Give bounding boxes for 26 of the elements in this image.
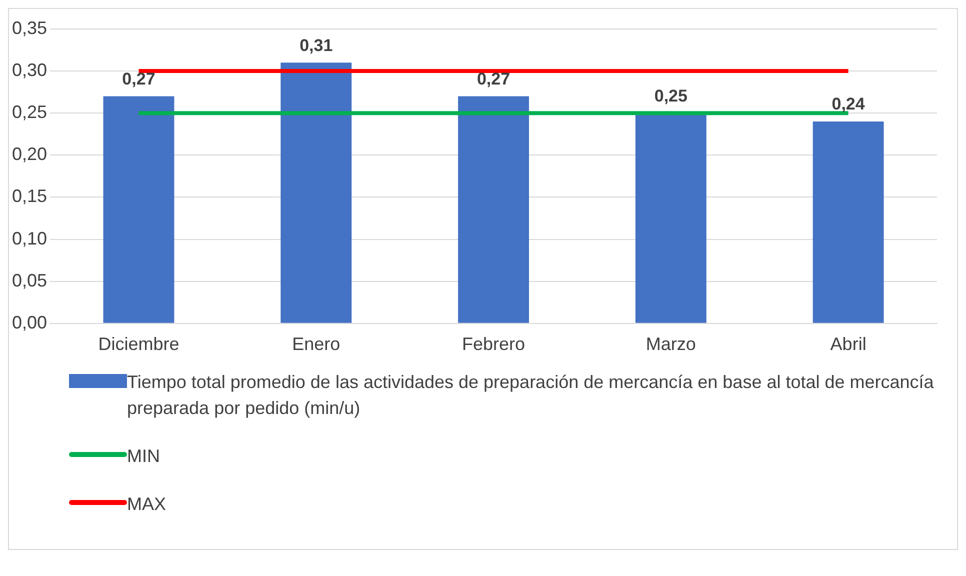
- y-tick-label: 0,10: [12, 228, 48, 248]
- y-tick-label: 0,20: [12, 144, 48, 164]
- legend-label: Tiempo total promedio de las actividades de preparación de mercancía en base al total de mercancía preparada por pedido (min/u): [127, 371, 935, 420]
- bar: [635, 113, 706, 323]
- y-tick-label: 0,25: [12, 102, 48, 122]
- bar: [103, 96, 174, 323]
- legend-label: MAX: [127, 493, 166, 516]
- bar: [458, 96, 529, 323]
- y-tick-label: 0,35: [12, 18, 48, 38]
- y-tick-label: 0,00: [12, 312, 48, 332]
- bar: [812, 122, 884, 323]
- x-tick-label: Marzo: [646, 334, 696, 354]
- legend-label: MIN: [127, 445, 160, 468]
- x-tick-label: Enero: [292, 334, 340, 354]
- data-label: 0,27: [122, 69, 156, 88]
- data-label: 0,25: [654, 86, 688, 106]
- data-label: 0,27: [476, 69, 510, 88]
- x-tick-label: Abril: [830, 334, 866, 354]
- y-tick-label: 0,30: [12, 60, 48, 80]
- x-tick-label: Febrero: [462, 334, 526, 354]
- data-label: 0,24: [832, 94, 866, 114]
- x-tick-label: Diciembre: [98, 334, 180, 354]
- y-tick-label: 0,15: [12, 186, 48, 206]
- bar: [280, 62, 352, 323]
- data-label: 0,31: [300, 36, 333, 55]
- y-tick-label: 0,05: [12, 270, 48, 290]
